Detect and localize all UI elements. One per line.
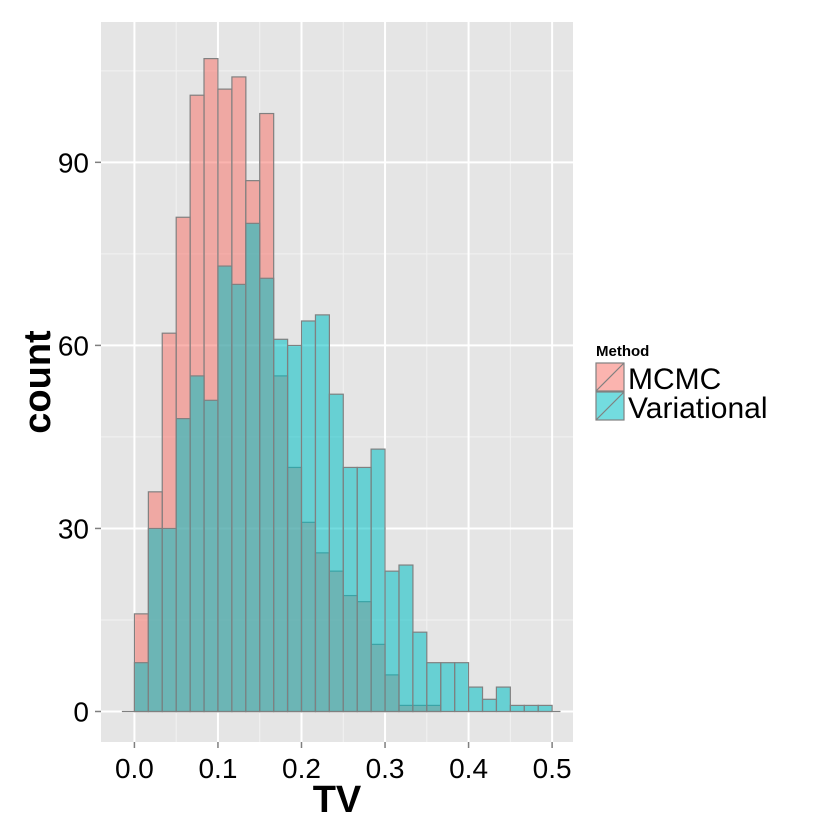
bar-variational [203,399,219,713]
x-tick-label: 0.4 [449,753,488,784]
bar-variational [300,320,317,713]
bar-variational [370,448,386,713]
x-tick-label: 0.2 [282,753,321,784]
bar-variational [426,662,442,713]
bar-variational [440,662,456,713]
bar-variational [231,283,247,713]
bar-variational [175,418,191,713]
bar-variational [259,277,275,713]
axes: 0.0 0.1 0.2 0.3 0.4 0.5 0 30 60 90 [58,147,572,784]
x-tick-label: 0.1 [198,753,237,784]
y-tick-label: 60 [58,330,89,361]
x-tick-label: 0.5 [533,753,572,784]
y-tick-label: 0 [73,696,89,727]
bar-variational [481,698,498,713]
legend-title: Method [596,343,649,360]
bar-variational [412,631,428,713]
y-tick-label: 90 [58,147,89,178]
bar-variational [161,527,177,713]
legend-key-mcmc [595,362,625,392]
bar-variational [495,686,511,713]
bars-variational-series [133,222,553,713]
legend-label-mcmc: MCMC [628,363,721,396]
bar-variational [147,527,163,713]
bar-variational [342,466,358,713]
legend-key-variational [595,391,625,421]
bar-variational [189,375,205,713]
bar-variational [314,314,330,713]
bar-variational [356,466,372,713]
legend: Method MCMC Variational [595,343,768,425]
bar-variational [245,222,261,713]
bar-variational [133,662,149,713]
x-axis-title: TV [313,779,362,821]
x-tick-label: 0.0 [115,753,154,784]
legend-swatch-slash [595,362,625,392]
bar-variational [384,570,400,713]
bar-variational [537,704,553,713]
bar-variational [467,686,484,713]
bar-variational [454,662,470,713]
y-tick-label: 30 [58,513,89,544]
bar-variational [509,704,525,713]
bar-variational [273,338,289,713]
bar-variational [217,265,233,713]
bar-variational [398,564,414,713]
legend-label-variational: Variational [628,392,768,425]
bar-variational [328,393,344,713]
y-axis-title: count [17,330,59,434]
bar-variational [286,344,303,713]
bar-variational [523,704,539,713]
x-tick-label: 0.3 [366,753,405,784]
legend-swatch-slash [595,391,625,421]
